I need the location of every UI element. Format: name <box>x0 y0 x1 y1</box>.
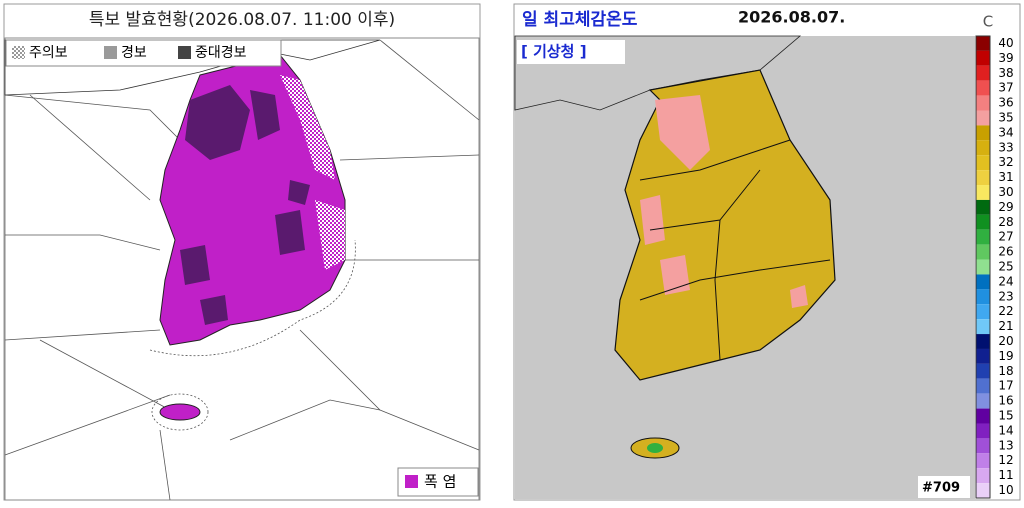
sea-zones <box>4 39 480 501</box>
scale-swatch <box>976 125 990 141</box>
scale-swatch <box>976 483 990 498</box>
color-scale: 4039383736353433323130292827262524232221… <box>975 35 1014 499</box>
jeju-peak <box>647 443 663 453</box>
warning-map: 특보 발효현황(2026.08.07. 11:00 이후) 주의보 경보 중대경… <box>3 3 481 501</box>
temperature-map: 일 최고체감온도 2026.08.07. [ 기상청 ] #709 C 4039… <box>513 3 1021 501</box>
scale-swatch <box>976 50 990 66</box>
scale-swatch <box>976 244 990 260</box>
scale-swatch <box>976 155 990 171</box>
scale-swatch <box>976 110 990 126</box>
hazard-swatch <box>405 475 418 488</box>
source-box <box>517 40 625 64</box>
scale-swatch <box>976 185 990 200</box>
scale-label: 18 <box>998 364 1013 378</box>
scale-label: 27 <box>998 230 1013 244</box>
scale-label: 35 <box>998 110 1013 124</box>
image-id: #709 <box>922 481 960 496</box>
scale-label: 28 <box>998 215 1013 229</box>
scale-swatch <box>976 334 990 349</box>
scale-frame <box>975 35 991 499</box>
scale-swatch <box>976 289 990 305</box>
scale-swatch <box>976 304 990 320</box>
scale-label: 36 <box>998 96 1013 110</box>
scale-label: 10 <box>998 483 1013 497</box>
scale-swatch <box>976 468 990 484</box>
scale-label: 31 <box>998 170 1013 184</box>
scale-swatch <box>976 229 990 245</box>
advisory-zone <box>315 200 345 270</box>
map-title: 일 최고체감온도 <box>522 10 638 30</box>
scale-label: 33 <box>998 140 1013 154</box>
scale-swatch <box>976 319 990 335</box>
scale-label: 34 <box>998 125 1013 139</box>
scale-swatch <box>976 453 990 469</box>
scale-swatch <box>976 80 990 96</box>
scale-label: 14 <box>998 423 1013 437</box>
legend-swatch <box>12 46 25 59</box>
scale-label: 11 <box>998 468 1013 482</box>
scale-label: 15 <box>998 409 1013 423</box>
scale-swatch <box>976 274 990 290</box>
province-lines <box>639 139 831 361</box>
advisory-zone <box>280 75 335 180</box>
scale-label: 30 <box>998 185 1013 199</box>
legend-label: 경보 <box>121 45 147 61</box>
map-date: 2026.08.07. <box>738 8 845 27</box>
scale-label: 19 <box>998 349 1013 363</box>
scale-label: 39 <box>998 51 1013 65</box>
scale-label: 24 <box>998 274 1013 288</box>
scale-swatch <box>976 36 990 51</box>
hazard-label: 폭 염 <box>424 473 456 491</box>
scale-label: 25 <box>998 260 1013 274</box>
scale-label: 37 <box>998 81 1013 95</box>
scale-swatch <box>976 408 990 424</box>
map-title: 특보 발효현황(2026.08.07. 11:00 이후) <box>89 10 395 30</box>
source-label: [ 기상청 ] <box>521 43 587 61</box>
legend-swatch <box>104 46 117 59</box>
scale-label: 21 <box>998 319 1013 333</box>
legend-label: 주의보 <box>29 45 68 61</box>
scale-swatch <box>976 170 990 186</box>
jeju <box>159 403 201 421</box>
scale-swatch <box>976 259 990 275</box>
scale-swatch <box>976 378 990 394</box>
id-box <box>918 476 970 498</box>
scale-swatch <box>976 393 990 409</box>
scale-label: 32 <box>998 155 1013 169</box>
scale-label: 26 <box>998 245 1013 259</box>
scale-swatch <box>976 423 990 439</box>
legend-swatch <box>178 46 191 59</box>
hot-zones <box>640 95 808 308</box>
scale-label: 20 <box>998 334 1013 348</box>
legend-box <box>5 39 282 67</box>
scale-swatch <box>976 199 990 215</box>
scale-label: 12 <box>998 453 1013 467</box>
scale-label: 40 <box>998 36 1013 50</box>
scale-swatch <box>976 140 990 156</box>
scale-swatch <box>976 65 990 81</box>
scale-label: 17 <box>998 379 1013 393</box>
scale-label: 16 <box>998 394 1013 408</box>
scale-label: 38 <box>998 66 1013 80</box>
scale-label: 22 <box>998 304 1013 318</box>
scale-swatch <box>976 214 990 230</box>
scale-label: 29 <box>998 200 1013 214</box>
legend-label: 중대경보 <box>195 45 247 61</box>
severe-zones <box>180 85 310 325</box>
scale-swatch <box>976 438 990 454</box>
scale-label: 13 <box>998 438 1013 452</box>
unit-label: C <box>983 13 993 31</box>
scale-label: 23 <box>998 289 1013 303</box>
scale-swatch <box>976 363 990 379</box>
scale-swatch <box>976 95 990 111</box>
scale-swatch <box>976 348 990 364</box>
